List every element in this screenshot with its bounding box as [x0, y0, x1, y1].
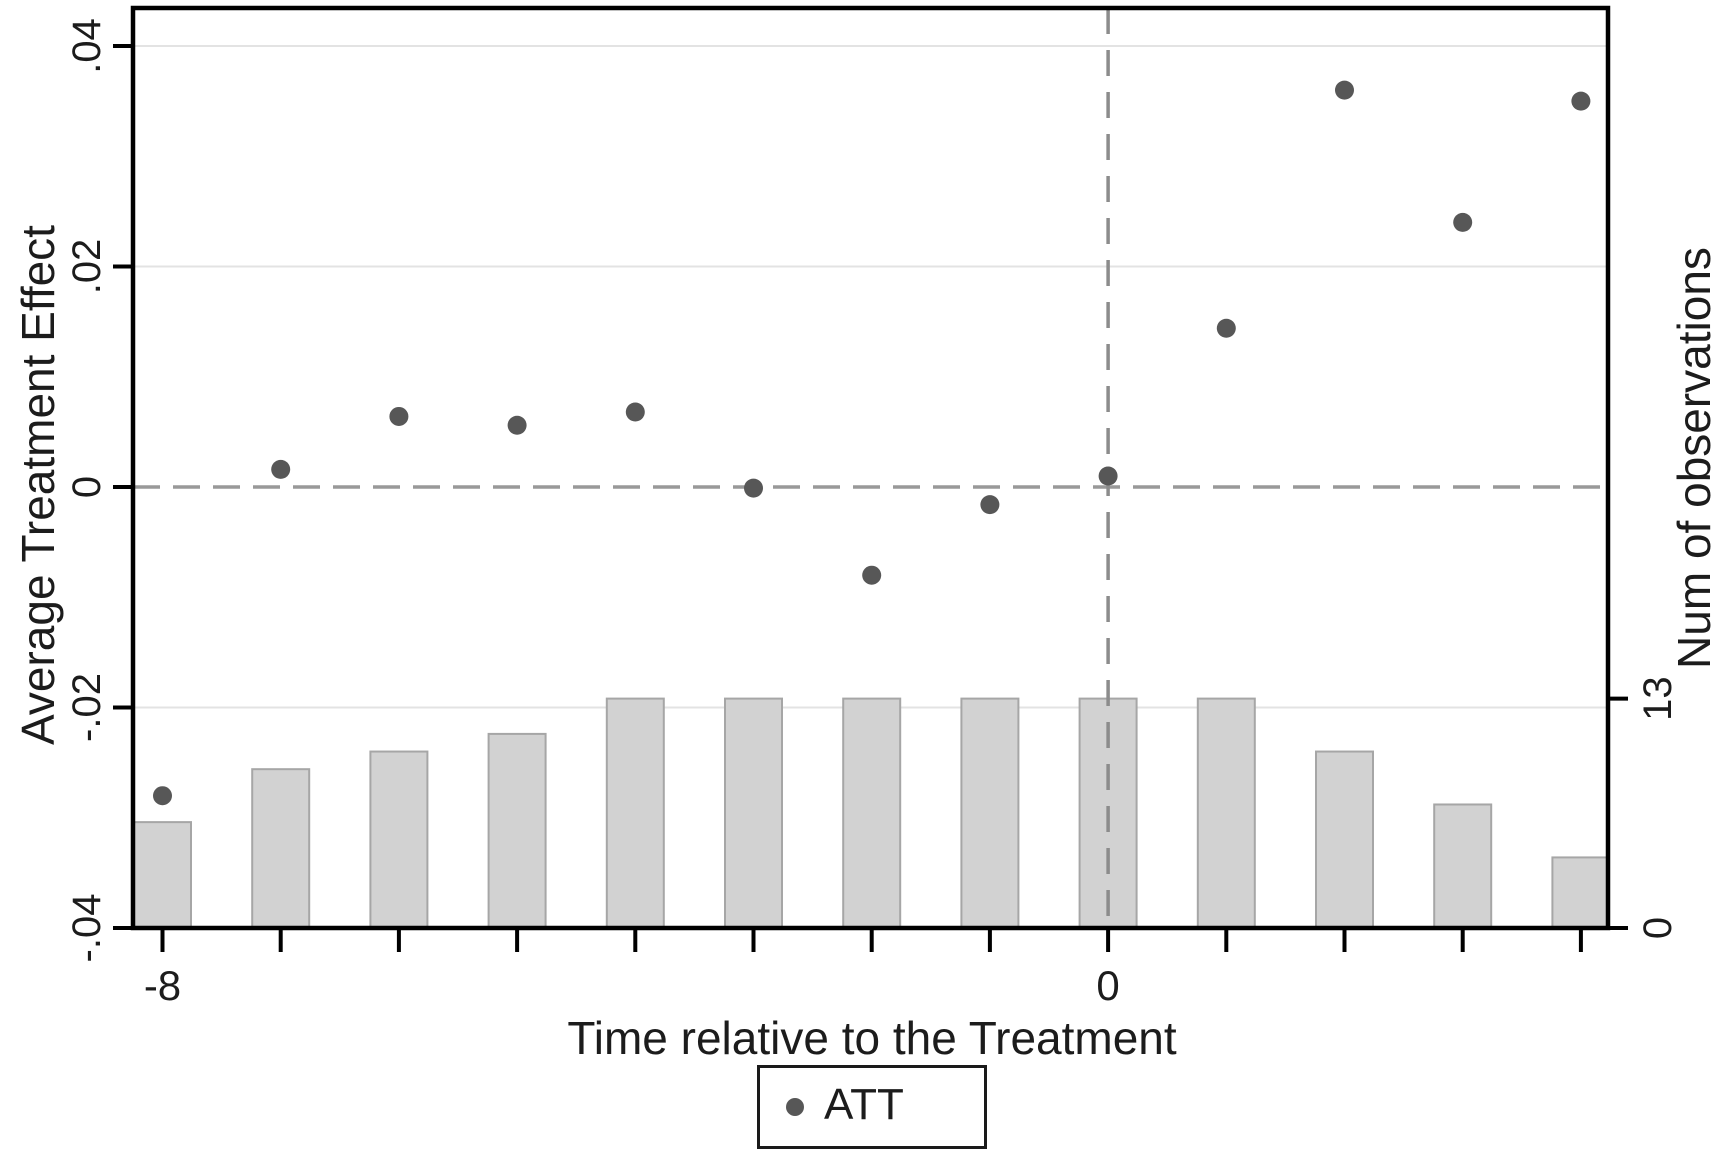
- left-y-axis-title: Average Treatment Effect: [12, 225, 64, 745]
- att-point: [1453, 212, 1473, 232]
- obs-bar: [1196, 697, 1256, 929]
- left-y-tick-label: -.04: [65, 894, 109, 963]
- x-tick-label: -8: [144, 962, 181, 1009]
- obs-bar: [487, 732, 547, 929]
- legend: ATT: [757, 1065, 987, 1149]
- right-y-tick-label: 13: [1636, 676, 1680, 721]
- left-y-tick-label: .02: [65, 239, 109, 295]
- obs-bar: [724, 697, 783, 929]
- obs-bar: [605, 697, 665, 929]
- obs-bar: [1433, 803, 1493, 930]
- obs-bar: [1551, 856, 1610, 930]
- right-y-tick-label: 0: [1636, 917, 1680, 939]
- att-point: [1335, 80, 1354, 100]
- att-point: [271, 459, 291, 479]
- left-y-tick-label: -.02: [65, 673, 109, 742]
- obs-bar: [251, 768, 311, 929]
- att-point: [1098, 466, 1118, 486]
- att-legend-dot-icon: [786, 1098, 804, 1116]
- att-point: [153, 786, 172, 806]
- obs-bar: [369, 750, 429, 929]
- x-tick-label: 0: [1096, 962, 1119, 1009]
- att-point: [980, 495, 1000, 515]
- legend-label-att: ATT: [824, 1080, 904, 1129]
- att-point: [625, 402, 645, 422]
- left-y-tick-label: .04: [65, 18, 109, 74]
- att-point: [1571, 91, 1591, 111]
- att-point: [507, 415, 527, 435]
- obs-bar: [842, 697, 902, 929]
- x-axis-title: Time relative to the Treatment: [567, 1012, 1177, 1064]
- att-point: [389, 406, 409, 426]
- obs-bar: [133, 821, 192, 930]
- att-point: [862, 565, 882, 585]
- att-point: [1216, 318, 1236, 338]
- obs-bar: [1315, 750, 1374, 929]
- right-y-axis-title: Num of observations: [1668, 247, 1720, 669]
- obs-bar: [960, 697, 1020, 929]
- att-point: [744, 478, 763, 498]
- left-y-tick-label: 0: [65, 476, 109, 498]
